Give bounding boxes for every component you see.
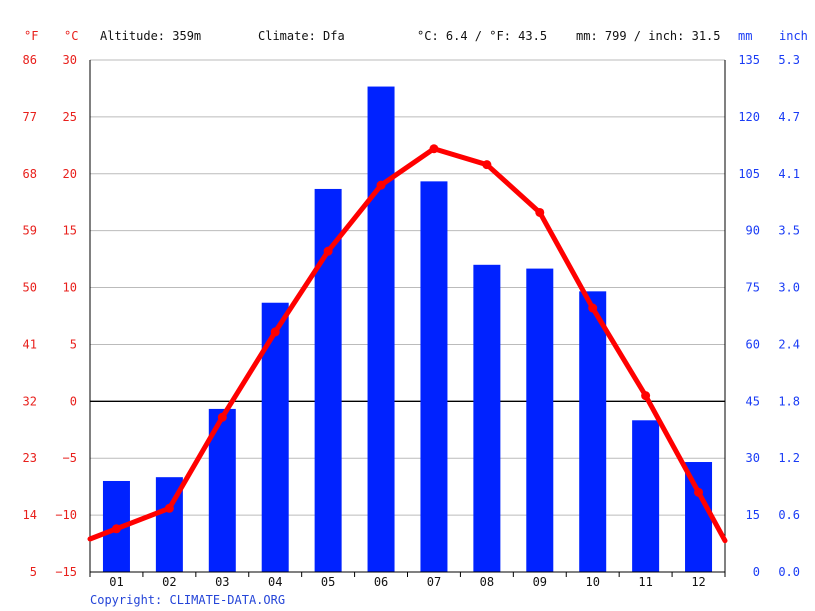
temperature-point bbox=[323, 246, 333, 256]
precipitation-bar bbox=[526, 268, 554, 572]
tick-label-mm: 30 bbox=[746, 451, 760, 465]
celsius-unit: °C bbox=[64, 29, 78, 43]
month-label: 12 bbox=[691, 575, 705, 589]
month-label: 07 bbox=[427, 575, 441, 589]
temperature-point bbox=[164, 503, 174, 513]
tick-label-f: 14 bbox=[23, 508, 37, 522]
month-label: 08 bbox=[480, 575, 494, 589]
month-label: 02 bbox=[162, 575, 176, 589]
temperature-point bbox=[429, 144, 439, 154]
month-label: 06 bbox=[374, 575, 388, 589]
tick-label-c: 25 bbox=[63, 110, 77, 124]
precipitation-bar bbox=[420, 181, 448, 572]
axes bbox=[89, 60, 726, 577]
tick-label-c: −15 bbox=[55, 565, 77, 579]
tick-label-c: 15 bbox=[63, 224, 77, 238]
temperature-point bbox=[217, 412, 227, 422]
tick-label-inch: 0.6 bbox=[778, 508, 800, 522]
tick-label-inch: 1.8 bbox=[778, 394, 800, 408]
precipitation-bar bbox=[632, 420, 660, 572]
precipitation-bars bbox=[102, 86, 713, 572]
temperature-line bbox=[87, 144, 728, 544]
month-label: 03 bbox=[215, 575, 229, 589]
temperature-point bbox=[588, 303, 598, 313]
tick-label-mm: 60 bbox=[746, 337, 760, 351]
precipitation-bar bbox=[367, 86, 395, 572]
tick-label-mm: 45 bbox=[746, 394, 760, 408]
tick-label-f: 68 bbox=[23, 167, 37, 181]
copyright-link[interactable]: Copyright: CLIMATE-DATA.ORG bbox=[90, 593, 285, 607]
temperature-point bbox=[270, 327, 280, 337]
climate-label: Climate: Dfa bbox=[258, 29, 345, 43]
month-label: 09 bbox=[533, 575, 547, 589]
month-label: 04 bbox=[268, 575, 282, 589]
month-label: 10 bbox=[585, 575, 599, 589]
tick-label-f: 32 bbox=[23, 394, 37, 408]
precipitation-bar bbox=[314, 188, 342, 572]
tick-label-mm: 135 bbox=[738, 53, 760, 67]
tick-label-c: −10 bbox=[55, 508, 77, 522]
tick-label-inch: 4.7 bbox=[778, 110, 800, 124]
temperature-point bbox=[111, 524, 121, 534]
temperature-point bbox=[482, 160, 492, 170]
temperature-point bbox=[694, 487, 704, 497]
tick-label-mm: 120 bbox=[738, 110, 760, 124]
tick-label-mm: 75 bbox=[746, 281, 760, 295]
tick-label-f: 41 bbox=[23, 337, 37, 351]
temperature-series-line bbox=[87, 146, 728, 544]
fahrenheit-unit: °F bbox=[24, 29, 38, 43]
tick-label-c: 0 bbox=[70, 394, 77, 408]
tick-label-inch: 3.5 bbox=[778, 224, 800, 238]
tick-label-c: 20 bbox=[63, 167, 77, 181]
tick-label-c: 5 bbox=[70, 337, 77, 351]
tick-label-f: 59 bbox=[23, 224, 37, 238]
tick-label-c: 30 bbox=[63, 53, 77, 67]
tick-label-inch: 4.1 bbox=[778, 167, 800, 181]
month-label: 11 bbox=[638, 575, 652, 589]
month-label: 05 bbox=[321, 575, 335, 589]
tick-label-mm: 15 bbox=[746, 508, 760, 522]
tick-label-inch: 0.0 bbox=[778, 565, 800, 579]
tick-label-c: −5 bbox=[63, 451, 77, 465]
grid-lines bbox=[90, 59, 725, 573]
tick-label-f: 23 bbox=[23, 451, 37, 465]
tick-label-inch: 2.4 bbox=[778, 337, 800, 351]
tick-label-f: 50 bbox=[23, 281, 37, 295]
tick-label-f: 5 bbox=[30, 565, 37, 579]
tick-label-inch: 5.3 bbox=[778, 53, 800, 67]
tick-label-mm: 105 bbox=[738, 167, 760, 181]
temperature-point bbox=[641, 391, 651, 401]
precipitation-bar bbox=[579, 291, 607, 572]
tick-labels: 86 30 135 5.377 25 120 4.768 20 105 4.159 15 90 3.55… bbox=[23, 53, 800, 589]
tick-label-inch: 3.0 bbox=[778, 281, 800, 295]
mm-unit: mm bbox=[738, 29, 752, 43]
temperature-point bbox=[535, 207, 545, 217]
precipitation-total: mm: 799 / inch: 31.5 bbox=[576, 29, 721, 43]
tick-label-inch: 1.2 bbox=[778, 451, 800, 465]
temperature-point bbox=[376, 180, 386, 190]
temperature-average: °C: 6.4 / °F: 43.5 bbox=[417, 29, 547, 43]
tick-label-mm: 90 bbox=[746, 224, 760, 238]
tick-label-c: 10 bbox=[63, 281, 77, 295]
tick-label-mm: 0 bbox=[753, 565, 760, 579]
altitude-label: Altitude: 359m bbox=[100, 29, 201, 43]
inch-unit: inch bbox=[779, 29, 808, 43]
precipitation-bar bbox=[473, 264, 501, 572]
month-label: 01 bbox=[109, 575, 123, 589]
tick-label-f: 77 bbox=[23, 110, 37, 124]
tick-label-f: 86 bbox=[23, 53, 37, 67]
